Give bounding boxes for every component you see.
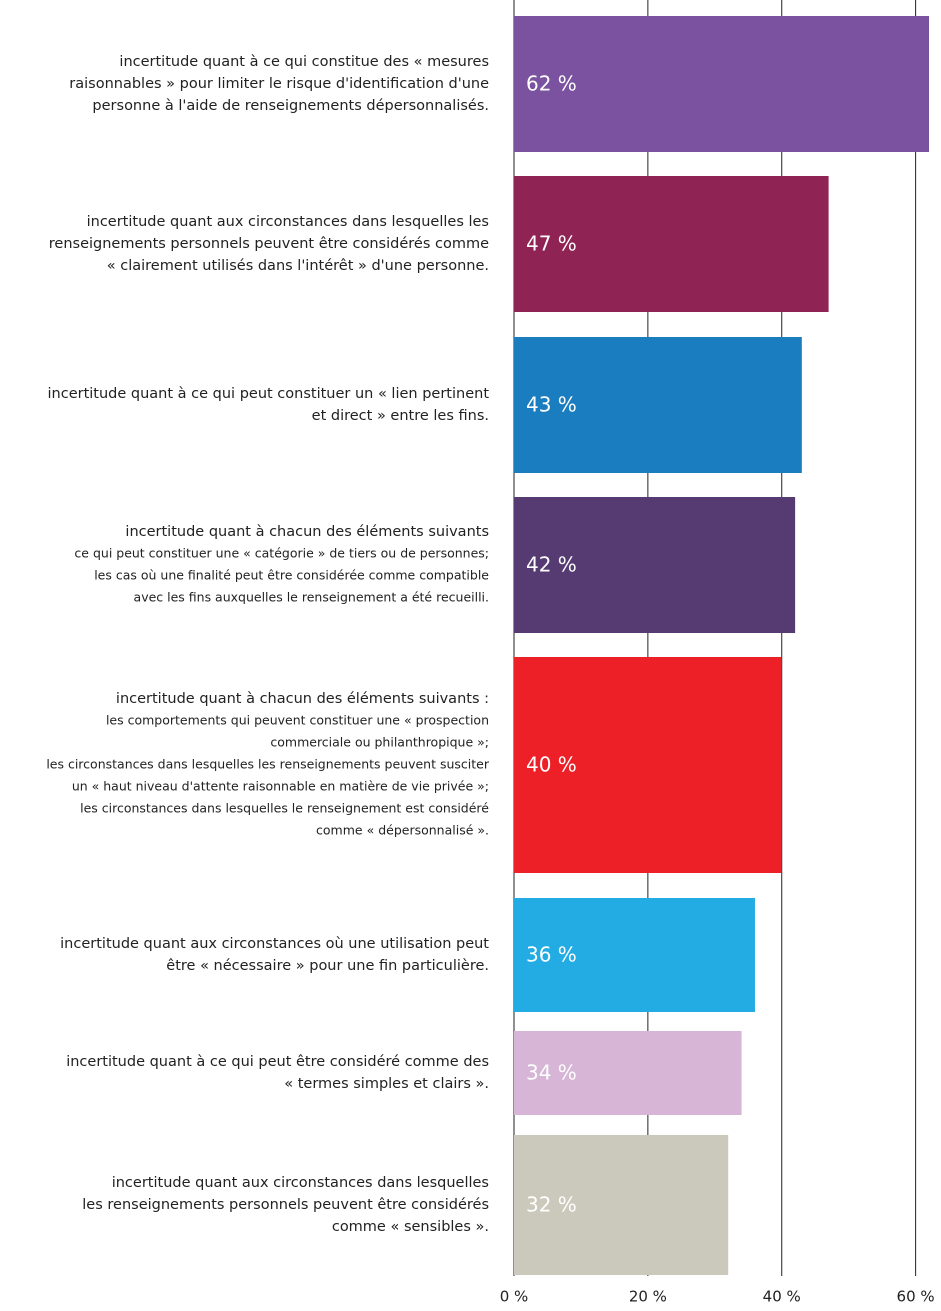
category-label: personne à l'aide de renseignements dépe… bbox=[92, 98, 489, 114]
value-label: 42 % bbox=[526, 553, 577, 577]
category-label: incertitude quant à chacun des éléments … bbox=[116, 691, 489, 707]
x-tick-label: 0 % bbox=[500, 1288, 529, 1306]
category-label: être « nécessaire » pour une fin particu… bbox=[166, 958, 489, 974]
value-label: 47 % bbox=[526, 232, 577, 256]
value-label: 40 % bbox=[526, 753, 577, 777]
bar bbox=[514, 337, 802, 473]
category-label: un « haut niveau d'attente raisonnable e… bbox=[72, 779, 489, 794]
bar bbox=[514, 898, 755, 1012]
value-label: 36 % bbox=[526, 943, 577, 967]
category-label: comme « sensibles ». bbox=[332, 1219, 489, 1235]
category-label: les cas où une finalité peut être consid… bbox=[94, 568, 489, 583]
category-label: commerciale ou philanthropique »; bbox=[270, 735, 489, 750]
value-label: 43 % bbox=[526, 393, 577, 417]
value-label: 32 % bbox=[526, 1193, 577, 1217]
x-tick-label: 20 % bbox=[629, 1288, 667, 1306]
x-tick-label: 40 % bbox=[763, 1288, 801, 1306]
category-label: incertitude quant à ce qui peut constitu… bbox=[48, 386, 490, 402]
category-label: les circonstances dans lesquelles les re… bbox=[46, 757, 490, 772]
category-label: raisonnables » pour limiter le risque d'… bbox=[69, 76, 489, 92]
category-label: les comportements qui peuvent constituer… bbox=[106, 713, 489, 728]
bar bbox=[514, 497, 796, 633]
bar bbox=[514, 1135, 729, 1275]
category-label: comme « dépersonnalisé ». bbox=[316, 823, 489, 838]
category-label: « termes simples et clairs ». bbox=[284, 1076, 489, 1092]
value-label: 34 % bbox=[526, 1061, 577, 1085]
category-label: incertitude quant à ce qui constitue des… bbox=[119, 54, 489, 70]
category-label: avec les fins auxquelles le renseignemen… bbox=[134, 590, 489, 605]
category-label: incertitude quant aux circonstances dans… bbox=[112, 1175, 489, 1191]
category-label: les renseignements personnels peuvent êt… bbox=[82, 1197, 489, 1213]
bar bbox=[514, 176, 829, 312]
category-label: et direct » entre les fins. bbox=[312, 408, 489, 424]
category-label: « clairement utilisés dans l'intérêt » d… bbox=[107, 258, 489, 274]
category-label: renseignements personnels peuvent être c… bbox=[49, 236, 489, 252]
bar bbox=[514, 657, 782, 873]
x-tick-label: 60 % bbox=[897, 1288, 935, 1306]
category-label: ce qui peut constituer une « catégorie »… bbox=[74, 546, 489, 561]
category-label: incertitude quant à ce qui peut être con… bbox=[66, 1054, 489, 1070]
value-label: 62 % bbox=[526, 72, 577, 96]
category-label: incertitude quant à chacun des éléments … bbox=[125, 524, 489, 540]
bar bbox=[514, 16, 929, 152]
category-label: les circonstances dans lesquelles le ren… bbox=[80, 801, 489, 816]
category-label: incertitude quant aux circonstances dans… bbox=[87, 214, 489, 230]
category-label: incertitude quant aux circonstances où u… bbox=[60, 936, 489, 952]
bar bbox=[514, 1031, 742, 1115]
